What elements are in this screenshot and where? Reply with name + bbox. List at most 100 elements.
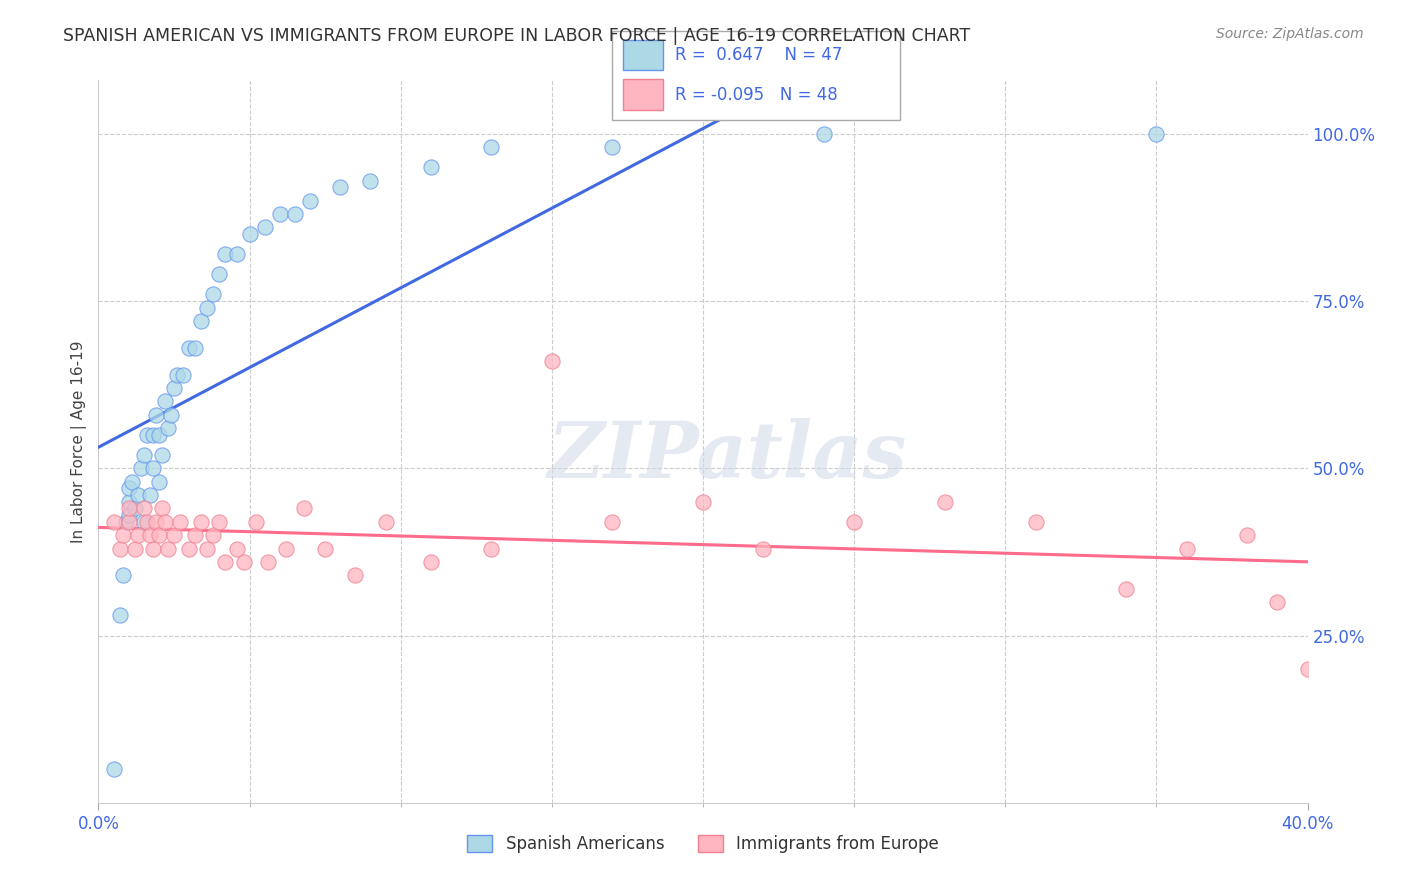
Point [156, 421, 179, 435]
Text: ZIPatlas: ZIPatlas [547, 417, 907, 494]
Point [232, 555, 254, 569]
Point [163, 528, 186, 542]
FancyBboxPatch shape [612, 31, 900, 120]
Point [226, 541, 249, 556]
Text: Source: ZipAtlas.com: Source: ZipAtlas.com [1216, 27, 1364, 41]
Point [111, 528, 134, 542]
Point [172, 368, 194, 382]
Point [142, 461, 165, 475]
Point [292, 501, 315, 516]
Point [934, 494, 956, 508]
Point [153, 515, 176, 529]
Point [132, 448, 155, 462]
Point [142, 541, 165, 556]
Point [602, 515, 624, 529]
Point [135, 515, 157, 529]
Point [1175, 541, 1198, 556]
Point [169, 515, 191, 529]
Point [132, 515, 155, 529]
Text: R = -0.095   N = 48: R = -0.095 N = 48 [675, 86, 838, 103]
Point [844, 515, 866, 529]
Point [256, 555, 278, 569]
Point [195, 301, 218, 315]
Point [269, 207, 291, 221]
Point [145, 515, 167, 529]
Point [124, 501, 146, 516]
Point [148, 475, 170, 489]
Point [124, 541, 146, 556]
Point [108, 541, 131, 556]
Point [1236, 528, 1258, 542]
Point [1024, 515, 1046, 529]
Point [160, 408, 183, 422]
Point [752, 541, 775, 556]
Point [239, 227, 262, 242]
Point [118, 482, 141, 496]
Point [179, 541, 201, 556]
Point [118, 501, 141, 516]
Point [253, 220, 276, 235]
Point [103, 515, 125, 529]
Point [214, 555, 236, 569]
Point [299, 194, 322, 208]
Point [153, 394, 176, 409]
Point [1115, 582, 1137, 596]
Point [226, 247, 249, 261]
Point [114, 515, 136, 529]
Text: SPANISH AMERICAN VS IMMIGRANTS FROM EUROPE IN LABOR FORCE | AGE 16-19 CORRELATIO: SPANISH AMERICAN VS IMMIGRANTS FROM EURO… [63, 27, 970, 45]
Point [284, 207, 307, 221]
Point [202, 287, 225, 301]
Point [420, 161, 443, 175]
Point [190, 314, 212, 328]
Point [1296, 662, 1319, 676]
Point [163, 381, 186, 395]
Point [360, 173, 382, 188]
Point [103, 762, 125, 776]
Point [420, 555, 443, 569]
Point [166, 368, 188, 382]
Point [111, 568, 134, 582]
Point [127, 528, 149, 542]
Bar [623, 79, 664, 110]
Point [481, 140, 503, 154]
Point [145, 408, 167, 422]
Point [118, 508, 141, 523]
Point [135, 427, 157, 442]
Point [118, 515, 141, 529]
Point [245, 515, 267, 529]
Point [202, 528, 225, 542]
Point [314, 541, 336, 556]
Point [121, 475, 143, 489]
Point [132, 501, 155, 516]
Point [142, 427, 165, 442]
Point [179, 341, 201, 355]
Point [139, 528, 162, 542]
Point [344, 568, 367, 582]
Point [208, 268, 231, 282]
Point [139, 488, 162, 502]
Point [150, 448, 173, 462]
Point [108, 608, 131, 623]
Legend: Spanish Americans, Immigrants from Europe: Spanish Americans, Immigrants from Europ… [461, 828, 945, 860]
Point [148, 528, 170, 542]
Point [274, 541, 297, 556]
Point [208, 515, 231, 529]
Point [195, 541, 218, 556]
Point [1144, 127, 1167, 141]
Point [1267, 595, 1289, 609]
Point [692, 494, 714, 508]
Point [190, 515, 212, 529]
Point [148, 427, 170, 442]
Point [813, 127, 835, 141]
Point [329, 180, 352, 194]
Text: R =  0.647    N = 47: R = 0.647 N = 47 [675, 46, 842, 64]
Point [602, 140, 624, 154]
Point [214, 247, 236, 261]
Point [184, 341, 207, 355]
Point [150, 501, 173, 516]
Point [129, 461, 152, 475]
Point [540, 354, 562, 368]
Point [374, 515, 396, 529]
Bar [623, 40, 664, 70]
Y-axis label: In Labor Force | Age 16-19: In Labor Force | Age 16-19 [72, 340, 87, 543]
